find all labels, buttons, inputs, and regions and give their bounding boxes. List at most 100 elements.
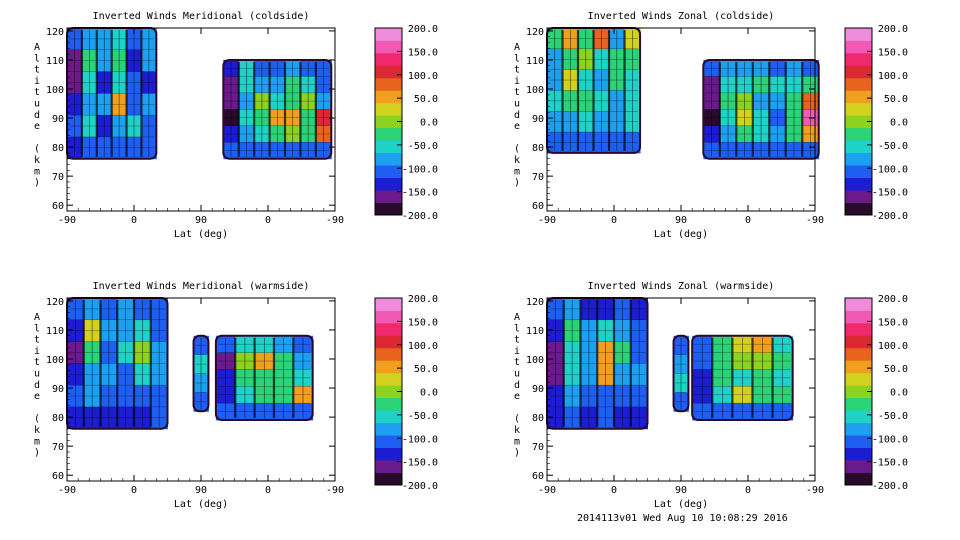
colorbar: 200.0 150.0 100.0 50.0 0.0 -50.0 -100.0 -150.0 -… [844,24,908,222]
colorbar-swatch [845,28,872,41]
footer-timestamp: 2014113v01 Wed Aug 10 10:08:29 2016 [577,513,788,524]
colorbar-swatch [375,127,402,141]
x-tick-label: 0 [745,215,751,226]
colorbar-swatch [845,77,872,91]
x-tick-label: -90 [538,215,556,226]
colorbar-swatch [375,28,402,41]
x-tick-label: 0 [265,215,271,226]
colorbar-label: 100.0 [878,341,908,352]
y-tick-label: 110 [46,326,64,337]
y-tick-label: 100 [526,85,544,96]
contour-region-2 [672,334,690,413]
colorbar-label: 100.0 [408,71,438,82]
contour-region-1 [66,27,158,160]
colorbar-swatch [375,115,402,129]
colorbar-label: -100.0 [872,434,908,445]
x-tick-label: -90 [58,485,76,496]
colorbar-label: -150.0 [872,458,908,469]
colorbar-label: -150.0 [872,188,908,199]
y-tick-label: 80 [52,413,64,424]
colorbar-swatch [375,140,402,154]
y-tick-label: 90 [532,114,544,125]
colorbar-label: -200.0 [402,211,438,222]
y-tick-label: 60 [52,471,64,482]
x-tick-label: 0 [131,215,137,226]
contour-region-3 [691,334,794,421]
colorbar-swatch [845,472,872,486]
y-tick-label: 100 [46,355,64,366]
region-outline [691,334,794,421]
colorbar-swatch [845,115,872,129]
y-tick-label: 70 [532,442,544,453]
colorbar-label: 150.0 [408,317,438,328]
colorbar-swatch [845,422,872,436]
colorbar-swatch [375,310,402,324]
y-tick-label: 110 [46,56,64,67]
y-tick-label: 90 [52,114,64,125]
colorbar-swatch [845,322,872,336]
colorbar-swatch [375,90,402,104]
colorbar: 200.0 150.0 100.0 50.0 0.0 -50.0 -100.0 -150.0 -… [374,24,438,222]
region-outline [222,58,333,160]
contour-region-1 [546,27,642,154]
y-tick-label: 80 [532,143,544,154]
x-tick-label: 0 [265,485,271,496]
y-tick-label: 100 [526,355,544,366]
colorbar-swatch [375,422,402,436]
colorbar-label: 50.0 [884,364,908,375]
region-outline [214,334,314,421]
colorbar-swatch [845,202,872,216]
colorbar-swatch [845,435,872,448]
colorbar-swatch [375,52,402,66]
y-tick-label: 120 [46,297,64,308]
x-tick-label: -90 [806,485,824,496]
y-tick-label: 120 [526,297,544,308]
x-tick-label: -90 [806,215,824,226]
chart-panel-1: Inverted Winds Meridional (coldside) 60 70… [34,11,438,240]
colorbar-label: 100.0 [878,71,908,82]
colorbar-swatch [375,77,402,91]
contour-region-2 [702,58,820,160]
x-tick-label: 90 [195,215,207,226]
colorbar-label: -200.0 [872,481,908,492]
colorbar-swatch [845,65,872,79]
colorbar-swatch [375,472,402,486]
colorbar-swatch [845,460,872,473]
contour-region-1 [546,297,649,430]
colorbar-label: -200.0 [402,481,438,492]
contour-region-2 [222,58,333,160]
colorbar-label: -50.0 [408,141,438,152]
chart-panel-2: Inverted Winds Zonal (coldside) 60 70 80 90 1… [514,11,908,240]
colorbar-label: 0.0 [420,388,438,399]
colorbar-swatch [845,102,872,116]
colorbar-swatch [845,52,872,66]
colorbar-label: -150.0 [402,188,438,199]
y-tick-label: 120 [46,27,64,38]
colorbar-swatch [375,410,402,424]
colorbar-label: 150.0 [878,317,908,328]
colorbar-label: 100.0 [408,341,438,352]
colorbar-swatch [845,177,872,191]
colorbar: 200.0 150.0 100.0 50.0 0.0 -50.0 -100.0 -150.0 -… [374,294,438,492]
contour-region-2 [192,334,210,413]
colorbar-swatch [845,127,872,141]
colorbar-swatch [375,435,402,448]
region-outline [702,58,820,160]
x-tick-label: 0 [131,485,137,496]
y-tick-label: 70 [532,172,544,183]
y-tick-label: 100 [46,85,64,96]
colorbar-swatch [375,190,402,203]
colorbar-swatch [375,152,402,166]
y-tick-label: 80 [532,413,544,424]
contour-region-3 [214,334,314,421]
y-tick-label: 80 [52,143,64,154]
y-tick-label: 70 [52,442,64,453]
colorbar-label: 50.0 [414,364,438,375]
colorbar-label: 150.0 [408,47,438,58]
chart-title: Inverted Winds Zonal (coldside) [588,11,775,22]
colorbar-swatch [375,447,402,461]
x-tick-label: -90 [326,215,344,226]
